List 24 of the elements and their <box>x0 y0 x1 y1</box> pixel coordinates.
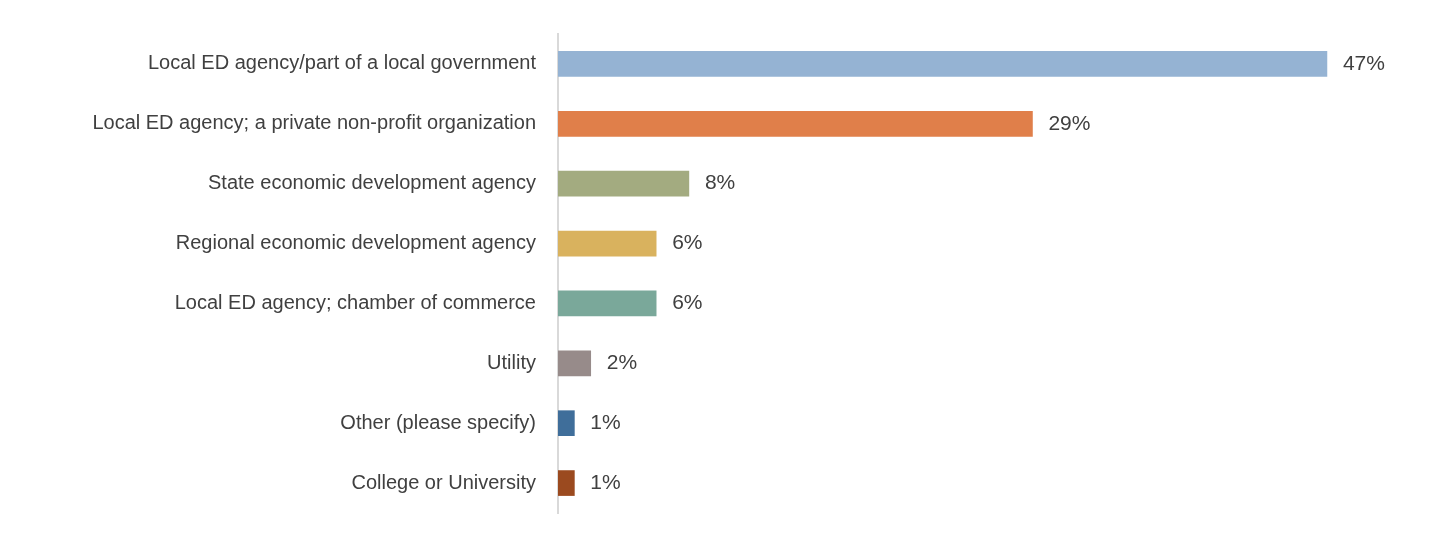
y-tick-label: Utility <box>487 350 536 373</box>
y-tick-label: Local ED agency; chamber of commerce <box>174 290 536 313</box>
data-label: 1% <box>590 409 621 433</box>
bar <box>558 410 575 437</box>
y-tick-label: College or University <box>351 470 536 493</box>
data-label: 1% <box>590 469 621 493</box>
data-label: 2% <box>606 350 638 374</box>
bar <box>558 290 657 317</box>
bar <box>558 110 1033 137</box>
y-tick-label: Other (please specify) <box>340 410 536 433</box>
bar <box>558 230 657 257</box>
y-tick-label: Local ED agency; a private non-profit organization <box>92 111 536 134</box>
data-label: 6% <box>672 230 703 254</box>
bar <box>558 350 592 377</box>
y-tick-label: Regional economic development agency <box>175 231 536 254</box>
data-label: 47% <box>1342 50 1385 74</box>
y-tick-label: State economic development agency <box>208 171 536 194</box>
data-label: 8% <box>704 170 736 194</box>
data-label: 6% <box>672 290 703 314</box>
y-tick-label: Local ED agency/part of a local government <box>148 51 537 74</box>
bar <box>558 470 575 496</box>
data-label: 29% <box>1048 110 1091 134</box>
bar <box>558 51 1328 77</box>
bar <box>558 170 690 197</box>
